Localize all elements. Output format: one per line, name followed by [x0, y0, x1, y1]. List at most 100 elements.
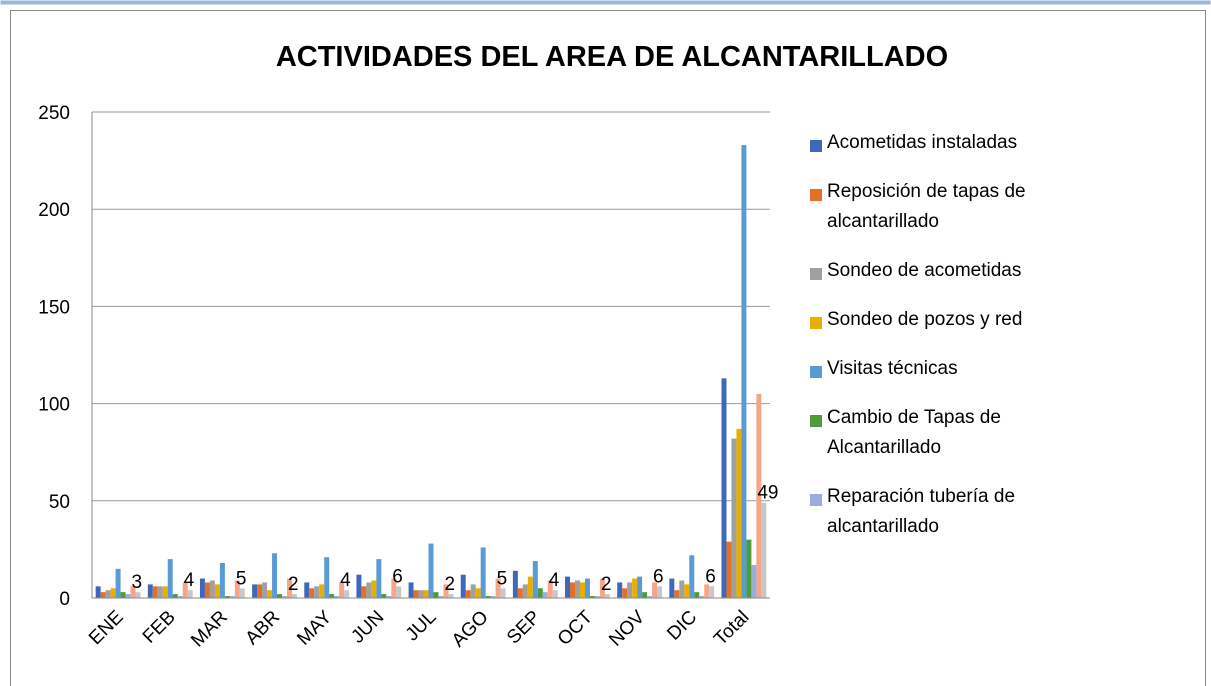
- bar: [95, 586, 101, 598]
- bar: [579, 582, 585, 598]
- y-tick-label: 150: [38, 297, 70, 318]
- legend-swatch: [810, 317, 822, 329]
- bar: [704, 584, 710, 598]
- bar: [500, 588, 506, 598]
- bar: [319, 584, 325, 598]
- legend-label: Reposición de tapas de alcantarillado: [827, 181, 1026, 232]
- legend-item: Sondeo de pozos y red: [805, 305, 1085, 335]
- x-tick-label: Total: [710, 607, 753, 650]
- bar: [527, 576, 533, 598]
- legend-label: Sondeo de pozos y red: [827, 309, 1023, 330]
- bar: [182, 582, 188, 598]
- bar: [761, 502, 767, 598]
- bar: [267, 590, 273, 598]
- bar: [135, 592, 141, 598]
- legend-swatch: [810, 366, 822, 378]
- bar: [314, 586, 320, 598]
- bar: [209, 580, 215, 598]
- x-tick-label: FEB: [139, 607, 180, 648]
- bar: [709, 586, 715, 598]
- bar: [199, 578, 205, 598]
- chart-title: ACTIVIDADES DEL AREA DE ALCANTARILLADO: [276, 41, 948, 73]
- data-label: 5: [497, 568, 508, 589]
- bar: [689, 555, 695, 598]
- legend-item: Reposición de tapas de alcantarillado: [805, 177, 1085, 237]
- bar: [485, 596, 491, 598]
- bar: [147, 584, 153, 598]
- bar: [537, 588, 543, 598]
- bar: [177, 596, 183, 598]
- bar: [594, 596, 600, 598]
- bar: [418, 590, 424, 598]
- bar: [652, 582, 658, 598]
- bar: [252, 584, 258, 598]
- bar: [167, 559, 173, 598]
- bar: [187, 590, 193, 598]
- bar: [272, 553, 278, 598]
- data-label: 6: [653, 566, 664, 587]
- bar: [100, 592, 106, 598]
- legend-item: Reparación tubería de alcantarillado: [805, 482, 1085, 542]
- bar: [756, 393, 762, 598]
- legend-label: Acometidas instaladas: [827, 132, 1018, 153]
- x-tick-label: JUL: [402, 607, 441, 646]
- bar: [386, 596, 392, 598]
- y-tick-label: 0: [59, 589, 70, 610]
- y-tick-label: 200: [38, 200, 70, 221]
- data-label: 49: [757, 483, 778, 504]
- bar: [130, 586, 136, 598]
- legend-item: Visitas técnicas: [805, 354, 1085, 384]
- bar: [532, 561, 538, 598]
- bar: [647, 596, 653, 598]
- bar: [674, 590, 680, 598]
- bar: [334, 596, 340, 598]
- bar: [542, 592, 548, 598]
- bar: [470, 584, 476, 598]
- bar: [428, 543, 434, 598]
- bar: [575, 580, 580, 598]
- x-tick-label: MAY: [293, 606, 336, 649]
- legend-item: Acometidas instaladas: [805, 128, 1085, 158]
- x-tick-label: ENE: [85, 607, 127, 649]
- data-label: 4: [340, 570, 351, 591]
- bar: [547, 580, 553, 598]
- bar: [699, 596, 705, 598]
- data-label: 6: [392, 566, 403, 587]
- bar: [599, 578, 605, 598]
- data-label: 2: [444, 574, 455, 595]
- bar: [726, 541, 732, 598]
- bar: [517, 588, 523, 598]
- bar: [512, 570, 518, 598]
- y-tick-label: 100: [38, 395, 70, 416]
- bar: [465, 590, 471, 598]
- bar: [589, 596, 595, 598]
- bar: [239, 588, 245, 598]
- bar: [622, 588, 628, 598]
- data-label: 2: [601, 574, 612, 595]
- legend-item: Cambio de Tapas de Alcantarillado: [805, 403, 1085, 463]
- bar: [565, 576, 571, 598]
- bar: [632, 578, 638, 598]
- data-label: 2: [288, 574, 299, 595]
- bar: [396, 586, 402, 598]
- bar: [490, 596, 496, 598]
- legend-swatch: [810, 189, 822, 201]
- bar: [460, 574, 466, 598]
- bar: [214, 584, 220, 598]
- bar: [309, 588, 315, 598]
- bar: [731, 438, 737, 598]
- bar: [115, 568, 121, 598]
- legend-swatch: [810, 140, 822, 152]
- data-label: 5: [236, 568, 247, 589]
- x-tick-label: OCT: [554, 606, 597, 649]
- legend-swatch: [810, 268, 822, 280]
- x-tick-label: NOV: [605, 606, 649, 650]
- bar: [376, 559, 382, 598]
- x-tick-label: AGO: [448, 607, 493, 652]
- bar: [162, 586, 168, 598]
- bar: [736, 428, 742, 598]
- bar: [669, 578, 675, 598]
- bar: [152, 586, 158, 598]
